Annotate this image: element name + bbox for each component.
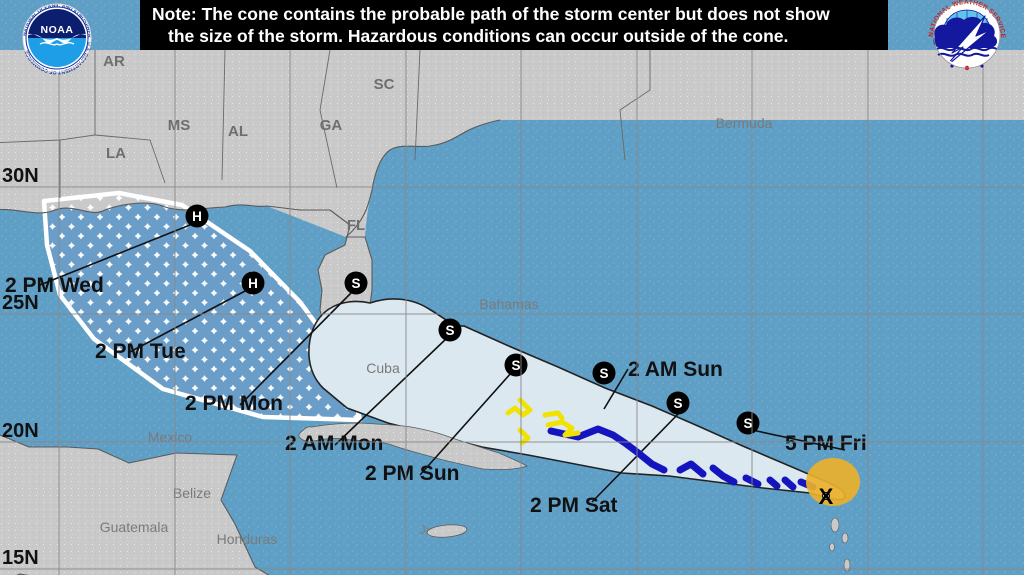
svg-text:5 PM Fri: 5 PM Fri	[785, 432, 867, 455]
svg-text:S: S	[673, 396, 682, 411]
svg-text:2 AM Mon: 2 AM Mon	[285, 432, 383, 455]
svg-text:2 PM Sun: 2 PM Sun	[365, 462, 460, 485]
svg-text:MS: MS	[168, 117, 191, 134]
svg-text:S: S	[351, 276, 360, 291]
svg-text:Guatemala: Guatemala	[100, 519, 169, 535]
svg-text:H: H	[248, 276, 258, 291]
svg-text:2 PM Tue: 2 PM Tue	[95, 340, 186, 363]
svg-text:Bahamas: Bahamas	[479, 296, 538, 312]
svg-text:S: S	[445, 323, 454, 338]
svg-text:the size of the storm. Hazardo: the size of the storm. Hazardous conditi…	[168, 26, 788, 46]
svg-text:Note: The cone contains the pr: Note: The cone contains the probable pat…	[152, 4, 830, 24]
svg-text:X: X	[819, 484, 834, 509]
svg-text:2 PM Sat: 2 PM Sat	[530, 494, 618, 517]
svg-text:S: S	[511, 358, 520, 373]
svg-text:S: S	[599, 366, 608, 381]
svg-text:Honduras: Honduras	[217, 531, 278, 547]
svg-text:20N: 20N	[2, 420, 39, 442]
svg-text:Bermuda: Bermuda	[716, 115, 773, 131]
svg-text:25N: 25N	[2, 292, 39, 314]
svg-text:H: H	[192, 209, 202, 224]
svg-text:Mexico: Mexico	[148, 429, 193, 445]
svg-text:AR: AR	[103, 53, 125, 70]
svg-text:FL: FL	[347, 217, 365, 234]
svg-text:LA: LA	[106, 145, 126, 162]
svg-text:Cuba: Cuba	[366, 360, 400, 376]
svg-text:GA: GA	[320, 117, 343, 134]
svg-text:15N: 15N	[2, 547, 39, 569]
svg-text:SC: SC	[374, 76, 395, 93]
svg-text:2 PM Mon: 2 PM Mon	[185, 392, 283, 415]
svg-text:S: S	[743, 416, 752, 431]
svg-text:Belize: Belize	[173, 485, 211, 501]
svg-text:NOAA: NOAA	[41, 24, 74, 36]
svg-text:2 AM Sun: 2 AM Sun	[628, 358, 723, 381]
svg-text:30N: 30N	[2, 165, 39, 187]
svg-text:AL: AL	[228, 123, 248, 140]
